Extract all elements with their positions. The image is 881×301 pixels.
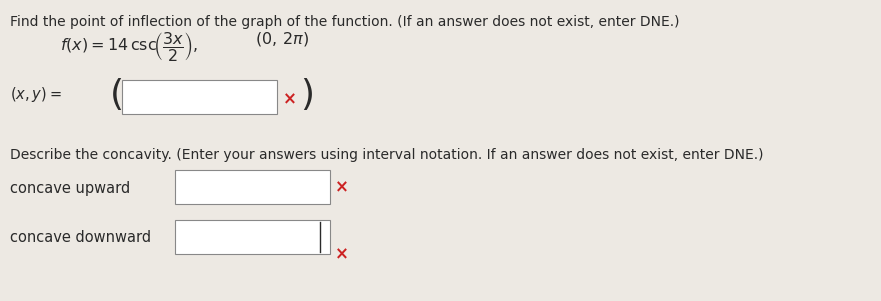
FancyBboxPatch shape [122, 80, 277, 114]
Text: Find the point of inflection of the graph of the function. (If an answer does no: Find the point of inflection of the grap… [10, 15, 679, 29]
Text: (: ( [110, 78, 124, 112]
Text: $f(x) = 14\,\mathrm{csc}\!\left(\dfrac{3x}{2}\right),$: $f(x) = 14\,\mathrm{csc}\!\left(\dfrac{3… [60, 30, 198, 63]
Text: $(0,\, 2\pi)$: $(0,\, 2\pi)$ [255, 30, 309, 48]
Text: Describe the concavity. (Enter your answers using interval notation. If an answe: Describe the concavity. (Enter your answ… [10, 148, 764, 162]
Text: concave upward: concave upward [10, 182, 130, 197]
Text: ×: × [335, 245, 349, 263]
FancyBboxPatch shape [175, 220, 330, 254]
Text: ×: × [283, 90, 297, 108]
Text: concave downward: concave downward [10, 231, 152, 246]
Text: ): ) [300, 78, 314, 112]
FancyBboxPatch shape [175, 170, 330, 204]
Text: ×: × [335, 178, 349, 196]
Text: $(x, y) =$: $(x, y) =$ [10, 85, 62, 104]
